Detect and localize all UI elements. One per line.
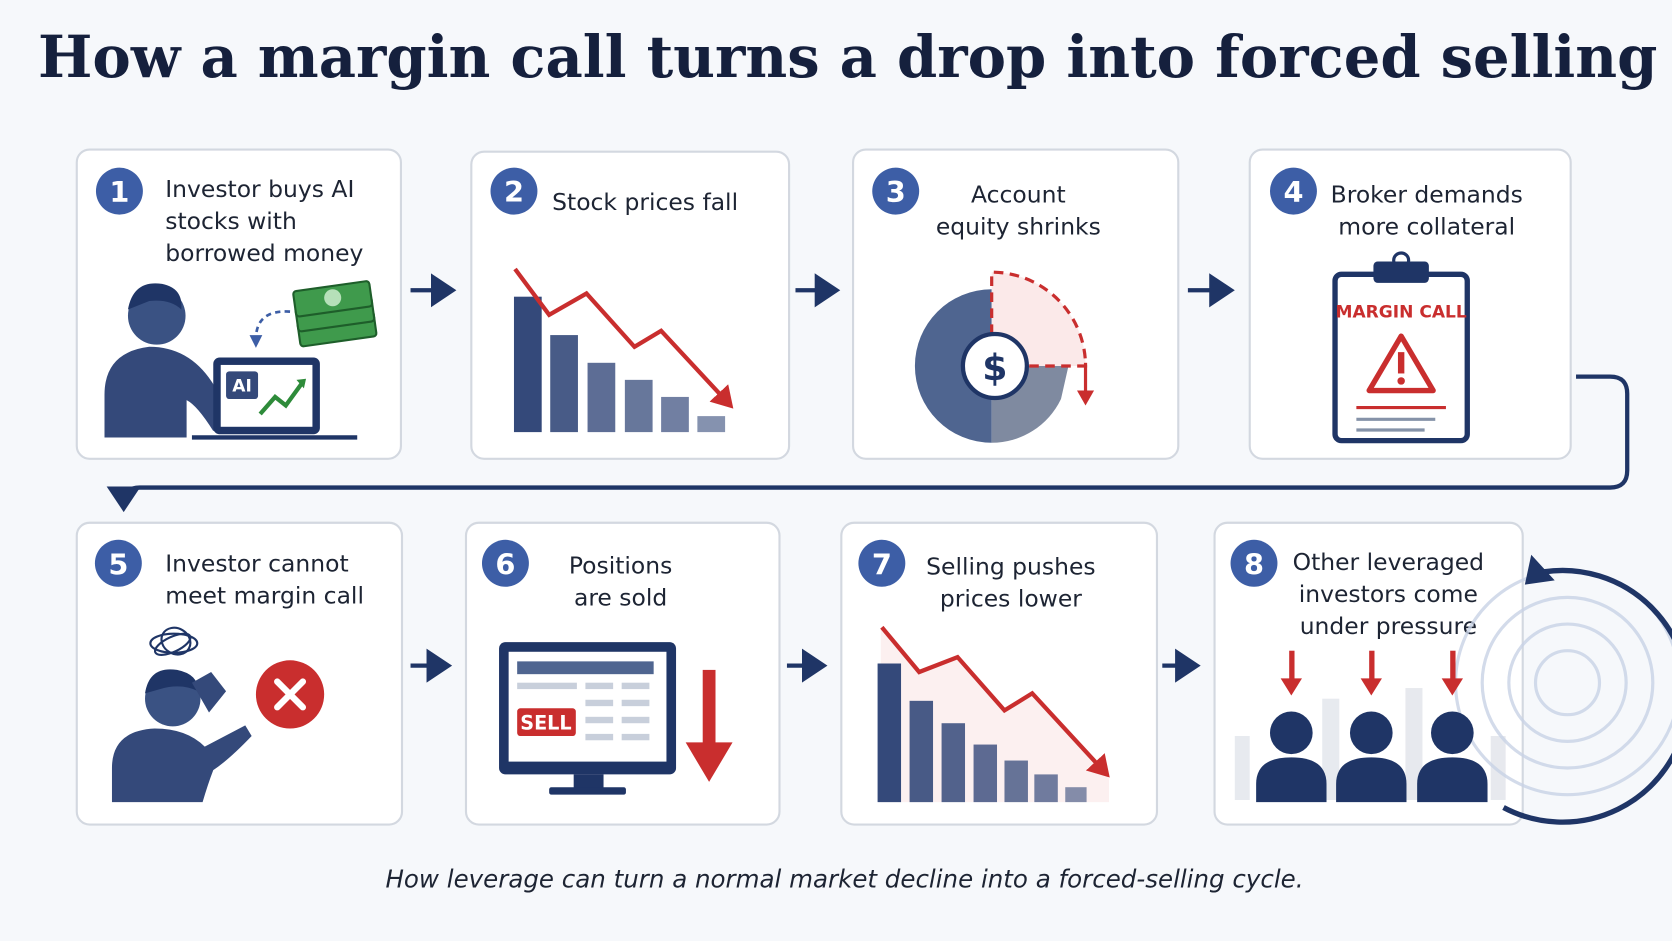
step-label: Other leveraged <box>1293 548 1484 576</box>
step-number-badge <box>1269 167 1317 215</box>
step-label: Investor cannot <box>165 549 348 577</box>
flow-arrows <box>106 273 1630 683</box>
step-number-badge <box>95 167 143 215</box>
step-labels: 1 Investor buys AI stocks with borrowed mon… <box>94 167 1523 640</box>
row-connector <box>106 374 1630 513</box>
margin-call-clipboard: MARGIN CALL <box>1332 251 1470 444</box>
step-number-badge <box>872 167 920 215</box>
caption: How leverage can turn a normal market de… <box>386 864 1304 893</box>
step-label: Stock prices fall <box>552 188 738 216</box>
step-number-badge <box>94 539 142 587</box>
step-label: equity shrinks <box>936 212 1101 240</box>
step-label: Investor buys AI <box>165 175 354 203</box>
step-number: 1 <box>109 175 129 209</box>
pressured-investors-icon <box>1234 554 1672 825</box>
step-number-badge <box>858 539 906 587</box>
step-label: borrowed money <box>165 239 363 267</box>
step-label: Broker demands <box>1331 180 1523 208</box>
dollar-sign: $ <box>982 347 1007 390</box>
ai-badge: AI <box>232 376 252 396</box>
step-label: Account <box>971 180 1066 208</box>
step-number-badge <box>490 167 538 215</box>
margin-call-text: MARGIN CALL <box>1336 303 1467 323</box>
stressed-investor-icon <box>111 626 325 803</box>
pushing-bars-icon <box>877 625 1110 803</box>
step-number: 4 <box>1283 175 1303 209</box>
step-label: investors come <box>1299 580 1478 608</box>
step-number-badge <box>481 539 529 587</box>
sell-monitor-icon: SELL <box>499 642 733 795</box>
sell-label: SELL <box>520 712 571 735</box>
step-number-badge <box>1230 539 1278 587</box>
step-number: 6 <box>495 547 515 581</box>
title: How a margin call turns a drop into forc… <box>38 23 1657 91</box>
step-label: Selling pushes <box>926 552 1095 580</box>
step-label: meet margin call <box>165 581 364 609</box>
step-number: 5 <box>108 547 128 581</box>
step-number: 2 <box>504 175 524 209</box>
step-number: 3 <box>886 175 906 209</box>
equity-pie-icon: $ <box>914 270 1095 443</box>
investor-laptop-icon: AI <box>104 280 378 440</box>
step-number: 8 <box>1244 547 1264 581</box>
falling-bars-icon <box>513 267 734 433</box>
step-label: Positions <box>569 551 672 579</box>
step-label: under pressure <box>1300 612 1477 640</box>
step-label: prices lower <box>940 584 1082 612</box>
step-label: are sold <box>574 583 667 611</box>
step-number: 7 <box>872 547 892 581</box>
step-label: more collateral <box>1338 212 1515 240</box>
step-label: stocks with <box>165 207 297 235</box>
